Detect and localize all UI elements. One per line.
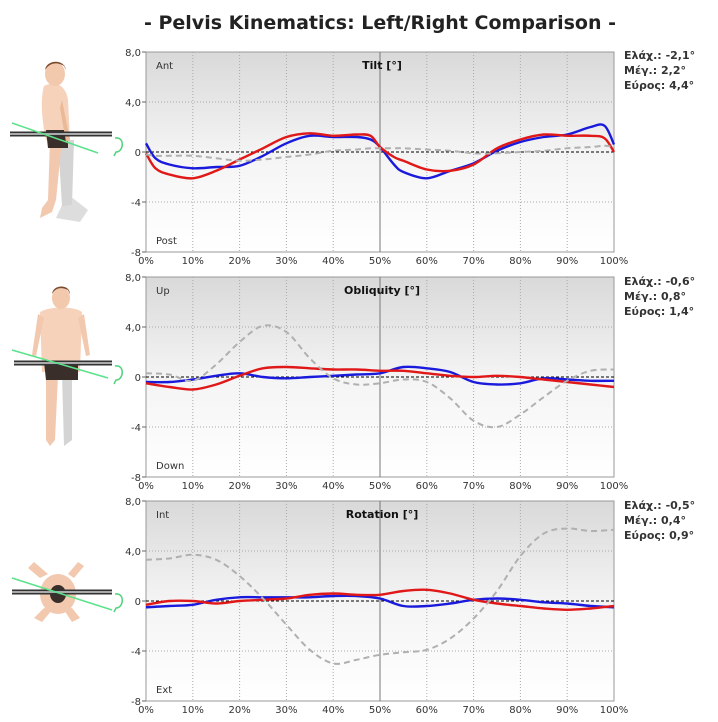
rotation-x-tick-label: 100% [600, 705, 629, 716]
obliquity-x-tick-label: 10% [182, 481, 204, 492]
rotation-series-red-line [145, 588, 615, 611]
obliquity-series-red-line [145, 365, 615, 391]
tilt-y-tick-label: 8,0 [125, 48, 141, 59]
rotation-x-tick-label: 30% [275, 705, 297, 716]
rotation-x-tick-label: 80% [509, 705, 531, 716]
obliquity-x-tick-label: 20% [228, 481, 250, 492]
tilt-series-gray-line [145, 144, 615, 162]
obliquity-max-stat: Μέγ.: 0,8° [624, 290, 686, 303]
page-title: - Pelvis Kinematics: Left/Right Comparis… [143, 12, 617, 34]
rotation-direction-bottom-label: Ext [156, 685, 172, 696]
tilt-figure-icon [10, 61, 123, 222]
obliquity-x-tick-label: 30% [275, 481, 297, 492]
tilt-direction-top-label: Ant [156, 61, 173, 72]
obliquity-y-tick-label: -4 [131, 423, 141, 434]
obliquity-x-tick-label: 60% [416, 481, 438, 492]
obliquity-x-tick-label: 90% [556, 481, 578, 492]
obliquity-x-tick-label: 80% [509, 481, 531, 492]
tilt-chart: 0% 10% 20% 30% 40% 50% 60% 70% 80% 90% 100% 8,0 4,0 0… [125, 48, 628, 267]
rotation-x-tick-label: 70% [462, 705, 484, 716]
obliquity-x-tick-label: 50% [369, 481, 391, 492]
tilt-y-tick-label: -8 [131, 248, 141, 259]
rotation-x-tick-label: 20% [228, 705, 250, 716]
rotation-max-stat: Μέγ.: 0,4° [624, 514, 686, 527]
tilt-x-tick-label: 70% [462, 256, 484, 267]
obliquity-y-tick-label: -8 [131, 473, 141, 484]
rotation-series-gray-line [145, 527, 615, 665]
obliquity-x-tick-label: 40% [322, 481, 344, 492]
tilt-x-tick-label: 20% [228, 256, 250, 267]
rotation-direction-top-label: Int [156, 510, 169, 521]
obliquity-figure-icon [11, 286, 123, 446]
tilt-series-red-line [144, 132, 616, 180]
obliquity-direction-top-label: Up [156, 286, 170, 297]
rotation-x-tick-label: 60% [416, 705, 438, 716]
tilt-min-stat: Ελάχ.: -2,1° [624, 49, 696, 62]
rotation-range-stat: Εύρος: 0,9° [624, 529, 695, 542]
rotation-chart-title: Rotation [°] [346, 508, 419, 521]
rotation-x-tick-label: 50% [369, 705, 391, 716]
obliquity-stats: Ελάχ.: -0,6° Μέγ.: 0,8° Εύρος: 1,4° [624, 274, 695, 319]
tilt-x-tick-label: 80% [509, 256, 531, 267]
rotation-x-tick-label: 90% [556, 705, 578, 716]
tilt-max-stat: Μέγ.: 2,2° [624, 64, 686, 77]
rotation-y-tick-label: 8,0 [125, 497, 141, 508]
obliquity-x-tick-label: 0% [138, 481, 154, 492]
rotation-y-tick-label: -4 [131, 647, 141, 658]
tilt-stats: Ελάχ.: -2,1° Μέγ.: 2,2° Εύρος: 4,4° [624, 48, 695, 93]
tilt-x-tick-label: 60% [416, 256, 438, 267]
tilt-chart-title: Tilt [°] [362, 59, 402, 72]
rotation-figure-icon [11, 562, 123, 622]
rotation-series-blue-line [145, 594, 615, 609]
obliquity-min-stat: Ελάχ.: -0,6° [624, 275, 696, 288]
tilt-y-tick-label: 0 [135, 148, 141, 159]
tilt-x-tick-label: 100% [600, 256, 629, 267]
obliquity-y-tick-label: 8,0 [125, 273, 141, 284]
rotation-x-tick-label: 10% [182, 705, 204, 716]
tilt-x-tick-label: 10% [182, 256, 204, 267]
rotation-y-tick-label: -8 [131, 697, 141, 708]
obliquity-x-tick-label: 70% [462, 481, 484, 492]
obliquity-range-stat: Εύρος: 1,4° [624, 305, 695, 318]
obliquity-y-tick-label: 0 [135, 373, 141, 384]
obliquity-chart-title: Obliquity [°] [344, 284, 420, 297]
tilt-direction-bottom-label: Post [156, 236, 177, 247]
tilt-x-tick-label: 0% [138, 256, 154, 267]
tilt-x-tick-label: 90% [556, 256, 578, 267]
tilt-x-tick-label: 40% [322, 256, 344, 267]
obliquity-y-tick-label: 4,0 [125, 323, 141, 334]
rotation-x-tick-label: 40% [322, 705, 344, 716]
rotation-y-tick-label: 4,0 [125, 547, 141, 558]
rotation-min-stat: Ελάχ.: -0,5° [624, 499, 696, 512]
rotation-stats: Ελάχ.: -0,5° Μέγ.: 0,4° Εύρος: 0,9° [624, 498, 695, 543]
rotation-y-tick-label: 0 [135, 597, 141, 608]
tilt-y-tick-label: 4,0 [125, 98, 141, 109]
rotation-x-tick-label: 0% [138, 705, 154, 716]
tilt-range-stat: Εύρος: 4,4° [624, 79, 695, 92]
tilt-x-tick-label: 30% [275, 256, 297, 267]
obliquity-chart: 0% 10% 20% 30% 40% 50% 60% 70% 80% 90% 100% 8,0 4,0 0… [125, 273, 628, 492]
obliquity-direction-bottom-label: Down [156, 461, 184, 472]
tilt-y-tick-label: -4 [131, 198, 141, 209]
tilt-x-tick-label: 50% [369, 256, 391, 267]
rotation-chart: 0% 10% 20% 30% 40% 50% 60% 70% 80% 90% 100% 8,0 4,0 0… [125, 497, 628, 716]
obliquity-x-tick-label: 100% [600, 481, 629, 492]
